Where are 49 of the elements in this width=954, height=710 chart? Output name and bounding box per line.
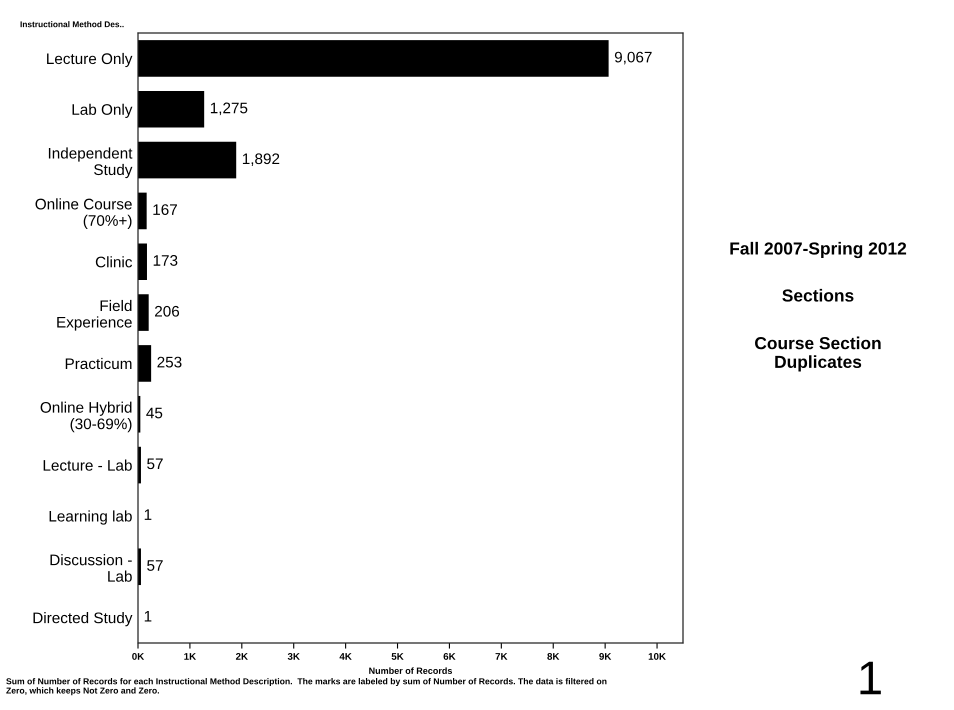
y-tick-label: Lab Only (72, 104, 132, 118)
x-tick-label: 9K (599, 652, 612, 660)
text: Sum of Number of Records for each Instructional Method Description. The marks are labeled by sum of Number of Records. The data is filtered on Zero, which keeps Not Zero and Zero. (6, 678, 606, 696)
x-tick-label: 8K (547, 652, 560, 660)
x-tick-label: 6K (444, 652, 456, 660)
bar (138, 90, 204, 128)
x-tick-label: 2K (236, 652, 248, 660)
x-tick-label: 3K (288, 652, 300, 660)
y-tick-label: Directed Study (34, 612, 132, 626)
x-tick-label: 10K (648, 652, 666, 660)
bar (138, 294, 149, 331)
bar (138, 192, 147, 230)
bar (138, 243, 147, 280)
y-tick-label: Learning lab (50, 510, 132, 525)
y-tick-label: Practicum (66, 358, 132, 370)
y-tick-label: Lecture Only (47, 52, 132, 68)
data-label: 1,275 (210, 102, 248, 116)
bar (138, 142, 236, 178)
data-label: 206 (155, 306, 180, 317)
text: 1 (860, 662, 881, 694)
y-tick-label: Online Course (70%+) (36, 198, 132, 229)
data-label: 1,892 (242, 153, 280, 166)
data-label: 167 (153, 204, 177, 216)
bar (138, 345, 152, 382)
y-axis-title: Instructional Method Des.. (20, 21, 124, 28)
data-label: 57 (147, 560, 163, 571)
x-tick-label: 7K (496, 653, 508, 660)
text: Course Section Duplicates (755, 336, 881, 372)
data-label: 1 (144, 509, 152, 520)
y-tick-label: Discussion - Lab (50, 554, 132, 582)
y-tick-label: Clinic (96, 256, 132, 268)
y-tick-label: Lecture - Lab (44, 460, 132, 471)
text: Fall 2007-Spring 2012 (730, 242, 906, 258)
data-label: 9,067 (614, 52, 652, 64)
y-tick-label: Field Experience (57, 300, 132, 331)
data-label: 173 (154, 255, 178, 266)
data-label: 45 (146, 408, 162, 418)
x-tick-label: 0K (132, 652, 144, 660)
y-tick-label: Online Hybrid (30-69%) (40, 402, 132, 432)
data-label: 57 (147, 458, 163, 470)
x-tick-label: 1K (184, 653, 196, 660)
x-axis-title: Number of Records (369, 667, 452, 674)
data-label: 253 (157, 356, 182, 368)
x-tick-label: 5K (392, 653, 404, 660)
bar (138, 40, 609, 77)
y-tick-label: Independent Study (48, 147, 132, 178)
x-tick-label: 4K (340, 653, 352, 660)
data-label: 1 (144, 611, 152, 622)
text: Sections (782, 288, 854, 302)
